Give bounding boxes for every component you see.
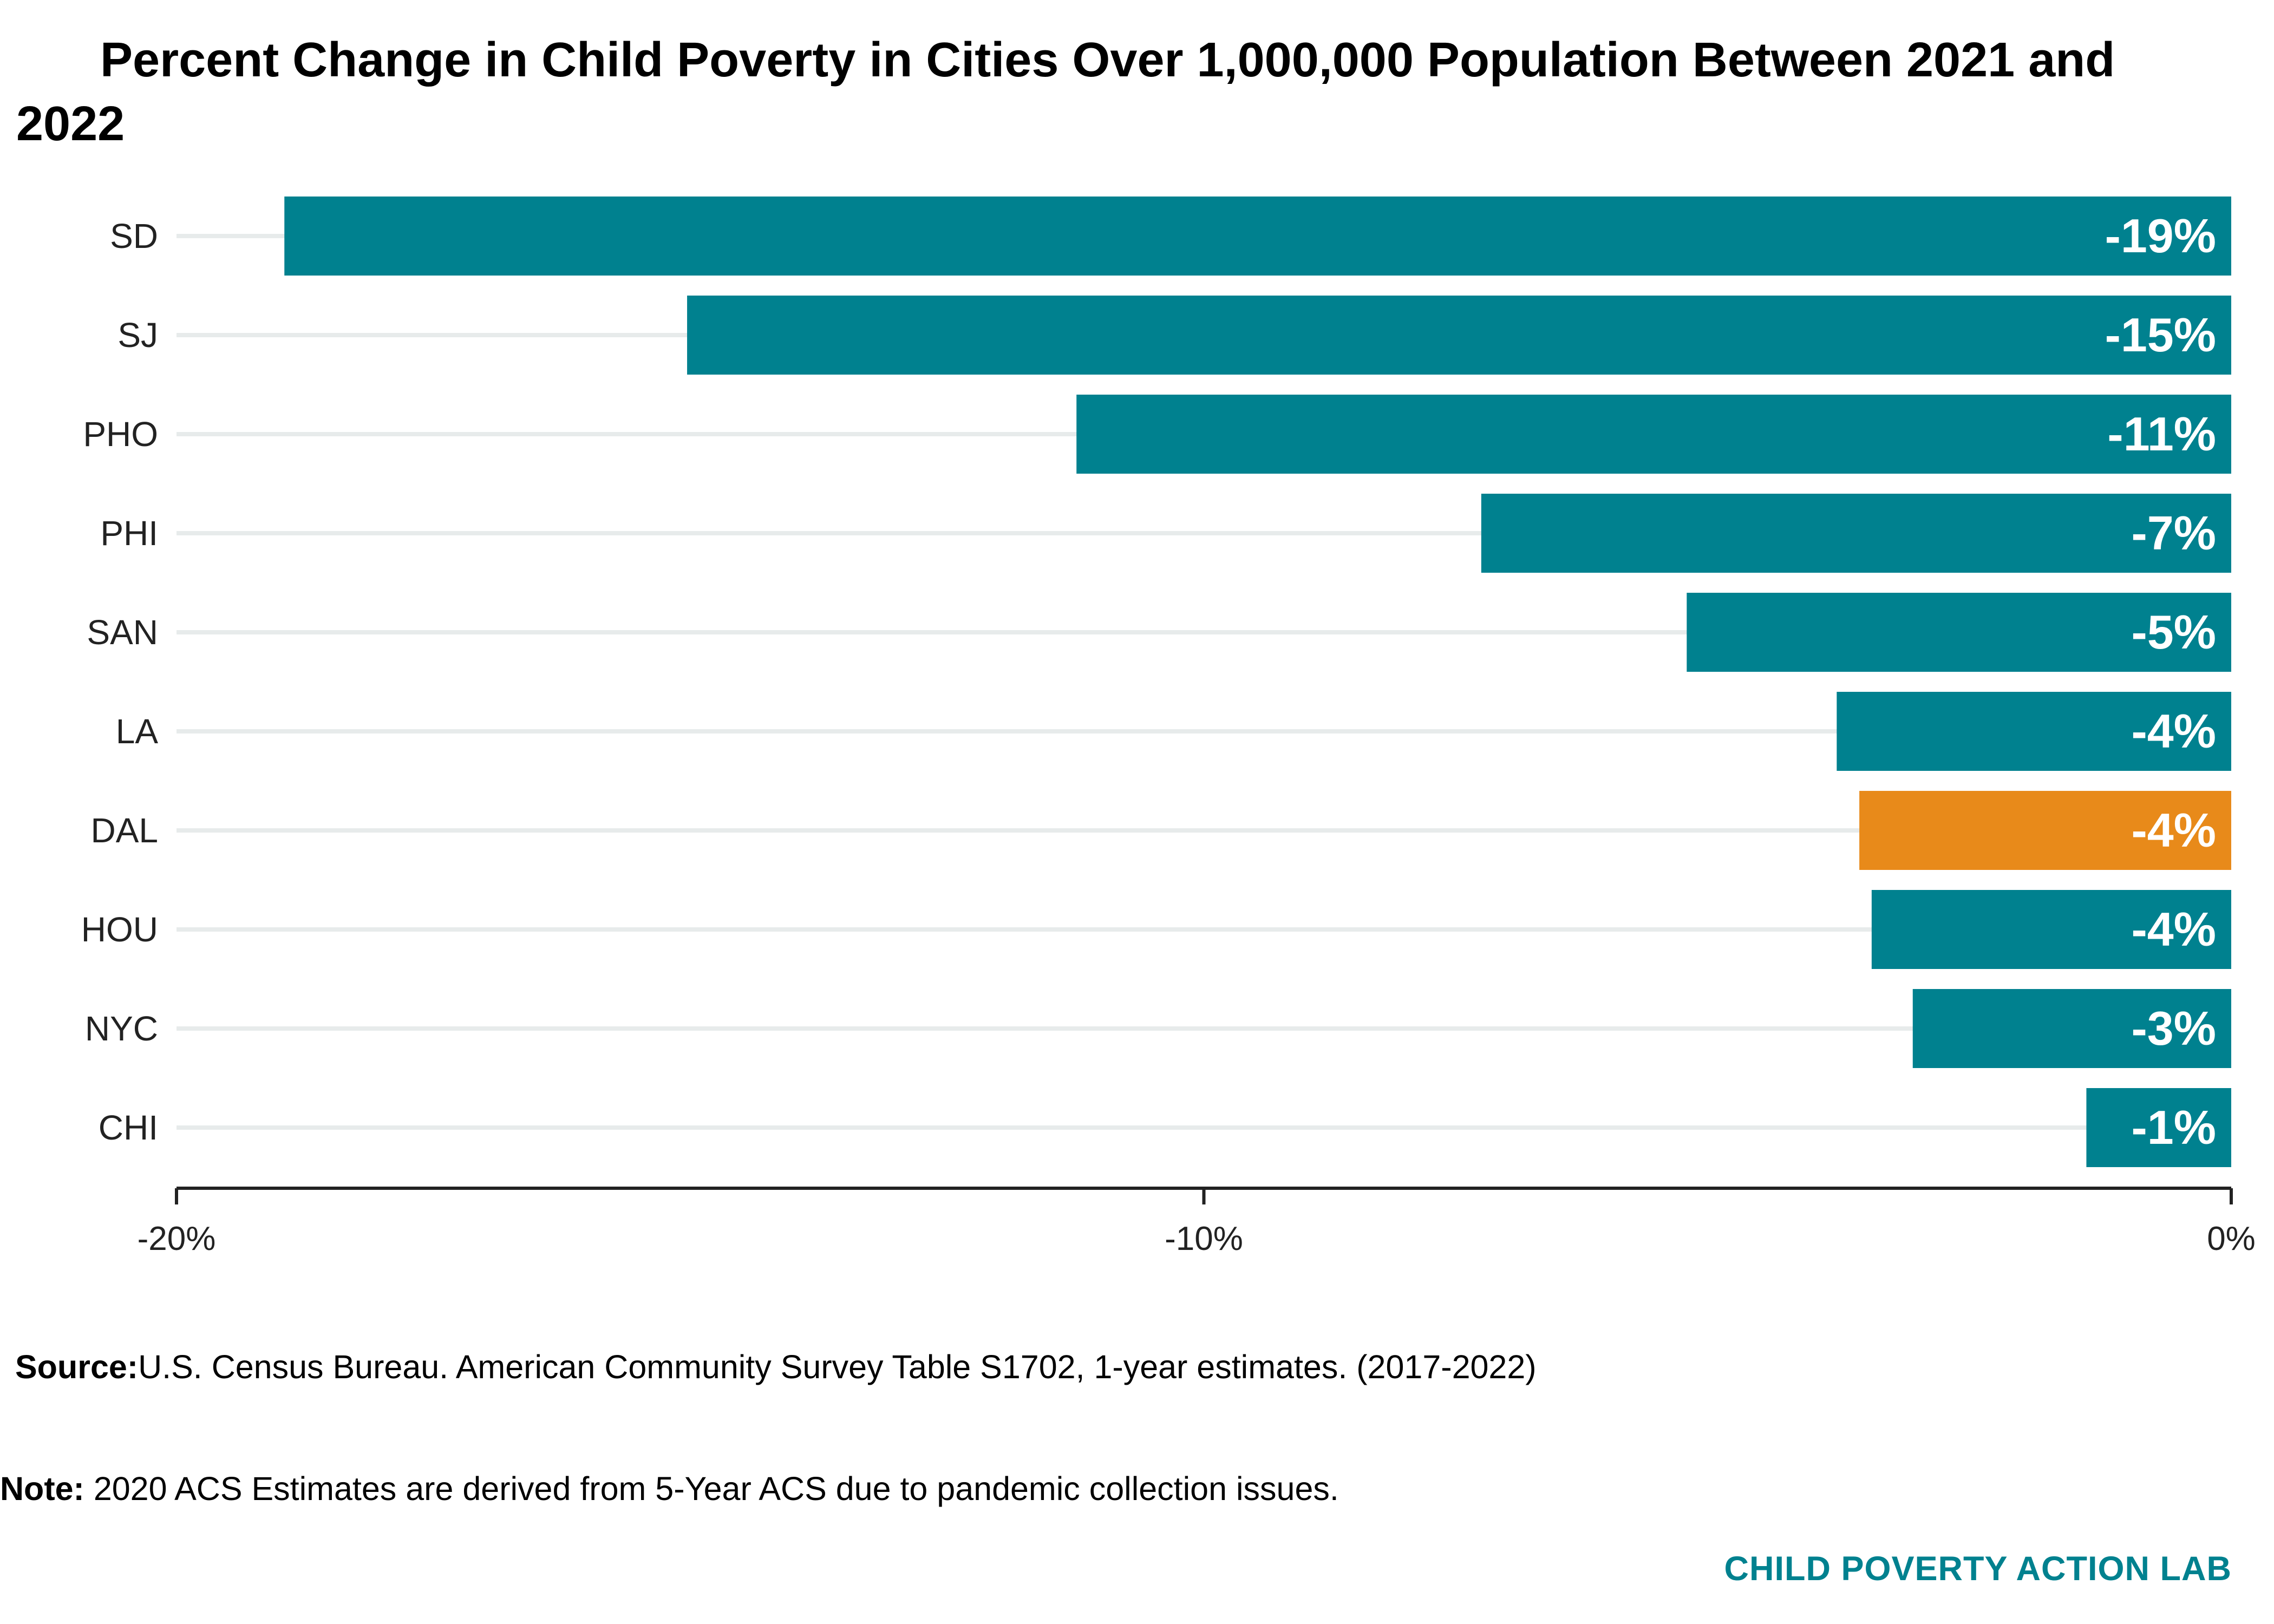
category-label-chi: CHI bbox=[99, 1108, 158, 1147]
category-label-dal: DAL bbox=[91, 811, 159, 850]
chart-title: Percent Change in Child Poverty in Citie… bbox=[16, 33, 2115, 151]
category-label-hou: HOU bbox=[81, 910, 158, 949]
bar-value-label-nyc: -3% bbox=[2132, 1001, 2217, 1055]
bar-dal bbox=[1859, 791, 2231, 870]
bar-nyc bbox=[1912, 989, 2231, 1068]
brand-name: CHILD POVERTY ACTION LAB bbox=[1724, 1550, 2232, 1588]
bar-chi bbox=[2086, 1088, 2231, 1167]
note-label: Note: bbox=[0, 1470, 84, 1507]
bar-sd bbox=[284, 197, 2231, 276]
x-tick-label: -20% bbox=[138, 1220, 216, 1258]
note-text: 2020 ACS Estimates are derived from 5-Ye… bbox=[84, 1470, 1339, 1507]
source-note: Source:U.S. Census Bureau. American Comm… bbox=[15, 1348, 1537, 1386]
category-label-phi: PHI bbox=[100, 514, 158, 553]
bar-phi bbox=[1481, 494, 2231, 573]
bar-san bbox=[1687, 593, 2231, 672]
footnote: Note: 2020 ACS Estimates are derived fro… bbox=[0, 1470, 1339, 1508]
bar-value-label-pho: -11% bbox=[2107, 407, 2216, 461]
bar-hou bbox=[1871, 890, 2231, 969]
bar-value-label-hou: -4% bbox=[2132, 902, 2217, 956]
bar-pho bbox=[1076, 395, 2231, 474]
bar-value-label-dal: -4% bbox=[2132, 803, 2217, 857]
category-label-pho: PHO bbox=[83, 415, 158, 454]
x-tick-label: 0% bbox=[2207, 1220, 2256, 1258]
category-label-la: LA bbox=[116, 712, 159, 751]
x-tick-label: -10% bbox=[1165, 1220, 1243, 1258]
category-label-sj: SJ bbox=[117, 316, 158, 355]
bar-value-label-phi: -7% bbox=[2132, 506, 2217, 560]
bar-la bbox=[1837, 692, 2231, 771]
bar-value-label-san: -5% bbox=[2132, 605, 2217, 659]
bar-value-label-la: -4% bbox=[2132, 704, 2217, 758]
bar-value-labels: -19% -15% -11% -7% -5% -4% -4% -4% -3% -1% bbox=[2105, 209, 2216, 1154]
source-text: U.S. Census Bureau. American Community S… bbox=[138, 1348, 1537, 1385]
x-axis: -20% -10% 0% bbox=[138, 1187, 2256, 1258]
bar-value-label-chi: -1% bbox=[2132, 1101, 2217, 1154]
bar-sj bbox=[687, 296, 2231, 375]
category-labels: SD SJ PHO PHI SAN LA DAL HOU NYC CHI bbox=[81, 217, 159, 1147]
category-label-nyc: NYC bbox=[85, 1009, 158, 1048]
category-label-san: SAN bbox=[87, 613, 158, 652]
bar-value-label-sd: -19% bbox=[2105, 209, 2216, 263]
bars bbox=[284, 197, 2231, 1167]
bar-chart: -19% -15% -11% -7% -5% -4% -4% -4% -3% -1% SD SJ PH… bbox=[81, 197, 2256, 1258]
source-label: Source: bbox=[15, 1348, 139, 1385]
bar-value-label-sj: -15% bbox=[2105, 308, 2216, 362]
category-label-sd: SD bbox=[110, 217, 158, 256]
